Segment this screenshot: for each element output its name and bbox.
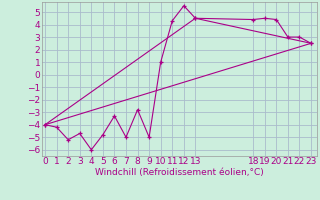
X-axis label: Windchill (Refroidissement éolien,°C): Windchill (Refroidissement éolien,°C) — [95, 168, 264, 177]
